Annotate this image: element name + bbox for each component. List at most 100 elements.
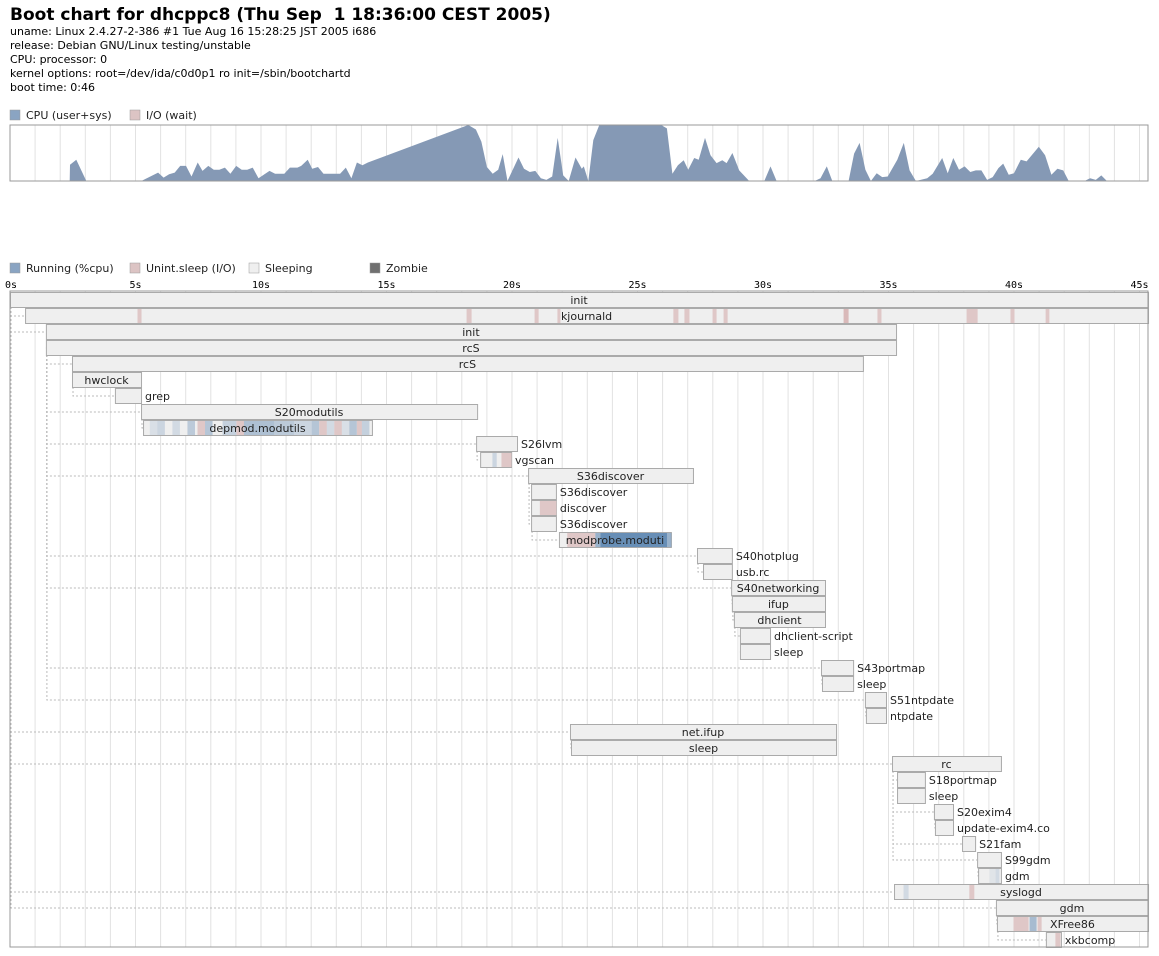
process-box: [978, 868, 1002, 884]
running-segment: [243, 421, 275, 435]
process-box: [531, 484, 557, 500]
process-label: gdm: [1005, 870, 1030, 883]
process-bar: xkbcomp: [1045, 932, 1115, 948]
process-bar: S99gdm: [977, 852, 1051, 868]
process-bar: net.ifup: [569, 724, 838, 740]
running-segment: [667, 533, 672, 547]
tree-connector: [892, 771, 898, 781]
running-segment: [349, 421, 357, 435]
io-wait-segment: [712, 309, 717, 323]
legend-label-cpu: CPU (user+sys): [26, 109, 112, 122]
process-bar: S36discover: [531, 516, 628, 532]
process-bar: depmod.modutils: [143, 420, 373, 436]
tree-connector: [734, 627, 740, 637]
process-box: [570, 740, 838, 756]
process-box: [892, 756, 1002, 772]
running-segment: [492, 453, 497, 467]
process-label: net.ifup: [682, 726, 724, 739]
process-bar: S20exim4: [933, 804, 1012, 820]
process-bar: S43portmap: [820, 660, 925, 676]
info-uname: uname: Linux 2.4.27-2-386 #1 Tue Aug 16 …: [10, 25, 376, 38]
process-label: S26lvm: [521, 438, 562, 451]
info-kernel-options: kernel options: root=/dev/ida/c0d0p1 ro …: [10, 67, 351, 80]
process-box: [71, 356, 864, 372]
running-segment: [341, 421, 350, 435]
tree-connector: [10, 307, 893, 765]
process-bar: sleep: [739, 644, 803, 660]
process-box: [820, 660, 855, 676]
process-label: sleep: [929, 790, 958, 803]
time-tick-label: 10s: [252, 280, 270, 291]
process-box: [569, 724, 838, 740]
process-label: xkbcomp: [1065, 934, 1115, 947]
tree-connector: [141, 419, 144, 429]
process-label: S40networking: [737, 582, 820, 595]
gantt-frame: [9, 290, 1149, 948]
legend-swatch-sleeping: [248, 262, 260, 274]
process-label: sleep: [689, 742, 718, 755]
process-box: [731, 596, 826, 612]
tree-connector: [732, 611, 734, 621]
tree-connector: [476, 451, 481, 461]
chart-title: Boot chart for dhcppc8 (Thu Sep 1 18:36:…: [10, 5, 551, 25]
info-boot-time: boot time: 0:46: [10, 81, 95, 94]
process-label: S43portmap: [857, 662, 925, 675]
running-segment: [149, 421, 158, 435]
time-tick-label: 15s: [377, 280, 395, 291]
running-segment: [326, 421, 335, 435]
process-bar: syslogd: [894, 884, 1150, 900]
process-label: XFree86: [1050, 918, 1095, 931]
process-bar: sleep: [570, 740, 838, 756]
process-box: [995, 900, 1150, 916]
process-box: [703, 564, 733, 580]
tree-connector: [997, 931, 1046, 941]
time-tick-label: 40s: [1005, 280, 1023, 291]
process-label: S20exim4: [957, 806, 1012, 819]
running-segment: [361, 421, 370, 435]
time-tick-label: 45s: [1130, 280, 1148, 291]
legend-swatch-io: [129, 109, 141, 121]
running-segment: [222, 421, 237, 435]
process-bar: S20modutils: [141, 404, 479, 420]
process-bar: gdm: [995, 900, 1150, 916]
running-segment: [157, 421, 165, 435]
running-segment: [205, 421, 213, 435]
process-bar: S36discover: [528, 468, 694, 484]
io-wait-segment: [966, 309, 978, 323]
io-wait-segment: [539, 501, 557, 515]
process-bar: hwclock: [71, 372, 143, 388]
process-label: grep: [145, 390, 170, 403]
process-bar: modprobe.moduti: [558, 532, 672, 548]
process-bar: init: [45, 324, 898, 340]
legend-label-zombie: Zombie: [386, 262, 428, 275]
process-label: S21fam: [979, 838, 1021, 851]
process-box: [528, 468, 694, 484]
process-box: [865, 708, 887, 724]
running-segment: [172, 421, 180, 435]
process-label: init: [462, 326, 480, 339]
running-segment: [311, 421, 320, 435]
process-box: [731, 580, 826, 596]
process-label: rcS: [459, 358, 476, 371]
info-cpu: CPU: processor: 0: [10, 53, 107, 66]
legend-label-unint-sleep: Unint.sleep (I/O): [146, 262, 236, 275]
process-box: [141, 404, 479, 420]
io-wait-segment: [684, 309, 690, 323]
process-bar: S51ntpdate: [864, 692, 954, 708]
process-bar: ifup: [731, 596, 826, 612]
process-bar: grep: [114, 388, 170, 404]
process-label: S18portmap: [929, 774, 997, 787]
process-label: depmod.modutils: [209, 422, 305, 435]
running-segment: [595, 533, 601, 547]
process-bar: update-exim4.co: [934, 820, 1050, 836]
process-box: [864, 692, 887, 708]
running-segment: [989, 869, 996, 883]
io-wait-segment: [236, 421, 244, 435]
io-wait-segment: [969, 885, 975, 899]
process-label: vgscan: [515, 454, 554, 467]
io-wait-segment: [534, 309, 539, 323]
process-box: [977, 852, 1002, 868]
running-segment: [600, 533, 668, 547]
io-wait-segment: [877, 309, 882, 323]
